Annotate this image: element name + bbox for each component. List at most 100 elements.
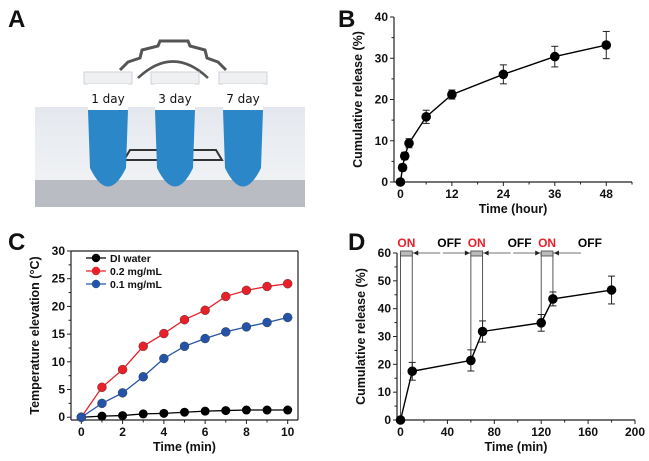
vial-label: 7 day: [226, 92, 260, 106]
vial-cap: [150, 71, 200, 85]
data-point: [601, 40, 612, 50]
data-point: [282, 278, 293, 289]
y-axis-label: Cumulative release (%): [354, 268, 368, 405]
y-tick-label: 0: [381, 175, 388, 189]
vial-liquid: [88, 110, 128, 187]
y-tick-label: 5: [58, 383, 65, 397]
x-tick-label: 2: [119, 425, 126, 439]
data-point: [179, 315, 190, 325]
y-axis-label: Temperature elevation (°C): [28, 256, 42, 414]
off-label: OFF: [508, 236, 532, 250]
x-tick-label: 10: [281, 425, 295, 439]
x-axis-label: Time (hour): [479, 202, 548, 216]
vial-cap: [83, 71, 133, 85]
data-point: [221, 406, 231, 416]
data-point: [262, 317, 272, 328]
data-point: [97, 411, 107, 421]
y-tick-label: 15: [52, 327, 66, 341]
data-point: [200, 406, 210, 416]
legend-label: DI water: [110, 253, 151, 265]
y-tick-label: 30: [52, 244, 66, 258]
x-tick-label: 80: [488, 425, 502, 439]
legend-marker: [91, 279, 101, 289]
vial-label: 3 day: [158, 92, 192, 106]
y-tick-label: 50: [378, 274, 392, 288]
data-point: [498, 69, 509, 80]
on-interval-box: [540, 250, 554, 257]
data-point: [138, 341, 148, 352]
logo-arch: [118, 39, 228, 72]
on-label: ON: [538, 236, 556, 250]
y-tick-label: 20: [375, 93, 389, 107]
data-point: [117, 364, 128, 375]
legend-label: 0.2 mg/mL: [110, 266, 163, 278]
data-point: [138, 409, 148, 419]
x-tick-label: 4: [161, 425, 168, 439]
y-tick-label: 10: [52, 355, 66, 369]
series-line: [399, 289, 612, 421]
legend-marker: [91, 253, 101, 263]
y-tick-label: 30: [378, 330, 392, 344]
y-tick-label: 40: [375, 10, 389, 24]
vial-cap: [218, 71, 268, 85]
data-point: [97, 382, 107, 393]
chart-D: 0 40 80 120 160 200 0 10 20 30 40 50 60 Time (min) Cum…: [354, 236, 645, 454]
y-axis-label: Cumulative release (%): [351, 31, 365, 168]
data-point: [282, 312, 293, 323]
data-point: [159, 408, 169, 418]
data-point: [118, 411, 128, 421]
x-tick-label: 6: [202, 425, 209, 439]
data-point: [221, 291, 231, 302]
chart-C: 0 2 4 6 8 10 0 5 10 15 20 25 30 Time (min) Temperature…: [28, 244, 299, 454]
x-tick-label: 200: [625, 425, 645, 439]
x-tick-label: 36: [548, 187, 562, 201]
y-tick-label: 40: [378, 302, 392, 316]
data-point: [138, 372, 148, 382]
y-tick-label: 20: [378, 357, 392, 371]
y-tick-label: 10: [378, 385, 392, 399]
data-point: [159, 353, 169, 364]
data-point: [180, 407, 189, 417]
off-label: OFF: [437, 236, 461, 250]
y-tick-label: 60: [378, 246, 392, 260]
chart-B: 0 12 24 36 48 0 10 20 30 40 Time (hour) Cumulative …: [351, 10, 633, 216]
vial: 3 day: [150, 71, 200, 187]
arrow-head: [553, 250, 559, 256]
on-label: ON: [397, 236, 415, 250]
on-interval-box: [400, 250, 413, 257]
data-point: [477, 326, 488, 337]
arrow-head: [464, 250, 470, 256]
data-point: [606, 285, 617, 295]
y-tick-label: 25: [52, 272, 66, 286]
x-tick-label: 12: [445, 187, 459, 201]
vial-label: 1 day: [91, 92, 125, 106]
data-point: [241, 285, 252, 296]
data-point: [550, 51, 560, 62]
panel-letter-d: D: [348, 229, 365, 256]
panel-letter-b: B: [338, 6, 355, 33]
off-label: OFF: [578, 236, 602, 250]
data-point: [76, 412, 87, 422]
x-tick-label: 40: [441, 425, 455, 439]
data-point: [179, 341, 190, 352]
data-point: [283, 405, 293, 415]
data-point: [262, 281, 272, 292]
photo-vials: 1 day 3 day 7 day: [35, 39, 305, 207]
panel-letter-c: C: [8, 229, 25, 256]
on-interval-box: [470, 250, 483, 257]
x-tick-label: 0: [78, 425, 85, 439]
data-point: [97, 398, 107, 409]
y-tick-label: 10: [375, 134, 389, 148]
x-tick-label: 120: [531, 425, 551, 439]
x-tick-label: 160: [578, 425, 598, 439]
x-axis-label: Time (min): [153, 440, 216, 454]
data-point: [447, 89, 457, 100]
x-axis-label: Time (min): [485, 440, 548, 454]
vial-label-area: [88, 84, 128, 110]
y-tick-label: 0: [58, 410, 65, 424]
data-point: [399, 151, 410, 161]
y-tick-label: 0: [384, 413, 391, 427]
vial-label-area: [223, 84, 263, 110]
data-point: [395, 415, 406, 425]
